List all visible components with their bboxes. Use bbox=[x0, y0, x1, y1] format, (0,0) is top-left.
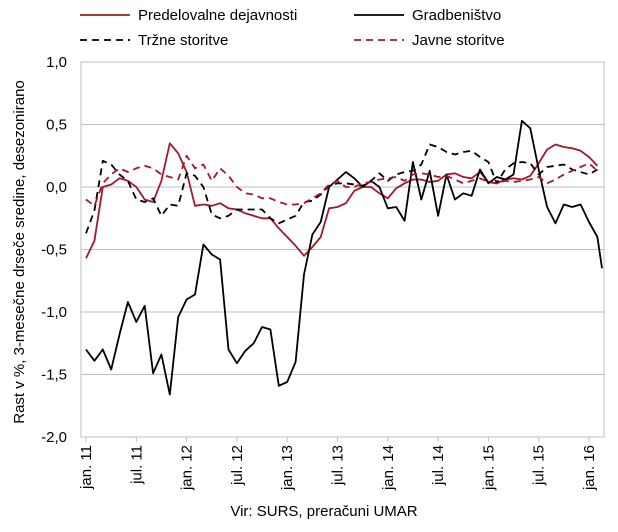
series-line-4 bbox=[85, 154, 598, 207]
x-tick-label: jan. 16 bbox=[581, 445, 598, 491]
x-tick-label: jul. 12 bbox=[229, 445, 246, 486]
legend: Predelovalne dejavnosti Gradbeništvo Tržne… bbox=[80, 7, 505, 49]
x-tick-label: jul. 13 bbox=[330, 445, 347, 486]
source-note: Vir: SURS, preračuni UMAR bbox=[230, 503, 417, 520]
grid-lines bbox=[80, 61, 605, 438]
legend-label-4: Javne storitve bbox=[412, 32, 505, 49]
y-tick-label: 0,0 bbox=[46, 179, 67, 196]
series-line-2 bbox=[85, 119, 603, 396]
y-axis-label: Rast v %, 3-mesečne drseče sredine, dese… bbox=[11, 80, 28, 424]
x-tick-label: jul. 11 bbox=[128, 445, 145, 485]
x-tick-label: jan. 14 bbox=[380, 445, 397, 491]
series-line-3 bbox=[85, 143, 598, 234]
series-lines bbox=[85, 119, 603, 396]
y-tick-label: -0,5 bbox=[41, 242, 67, 259]
legend-label-3: Tržne storitve bbox=[138, 32, 228, 49]
x-tick-label: jan. 11 bbox=[78, 445, 95, 490]
y-tick-label: 0,5 bbox=[46, 117, 67, 134]
x-tick-label: jul. 14 bbox=[430, 445, 447, 486]
y-tick-label: 1,0 bbox=[46, 54, 67, 71]
y-tick-label: -1,5 bbox=[41, 367, 67, 384]
axes: 1,0 0,5 0,0 -0,5 -1,0 -1,5 -2,0 jan. 11 jul. 11 j… bbox=[41, 54, 598, 491]
y-tick-label: -2,0 bbox=[41, 429, 67, 446]
series-line-1 bbox=[85, 142, 599, 259]
legend-label-2: Gradbeništvo bbox=[412, 7, 501, 24]
x-tick-label: jan. 15 bbox=[480, 445, 497, 491]
x-tick-label: jul. 15 bbox=[531, 445, 548, 486]
x-tick-label: jan. 13 bbox=[279, 445, 296, 491]
x-tick-label: jan. 12 bbox=[179, 445, 196, 491]
y-tick-label: -1,0 bbox=[41, 304, 67, 321]
legend-label-1: Predelovalne dejavnosti bbox=[138, 7, 297, 24]
